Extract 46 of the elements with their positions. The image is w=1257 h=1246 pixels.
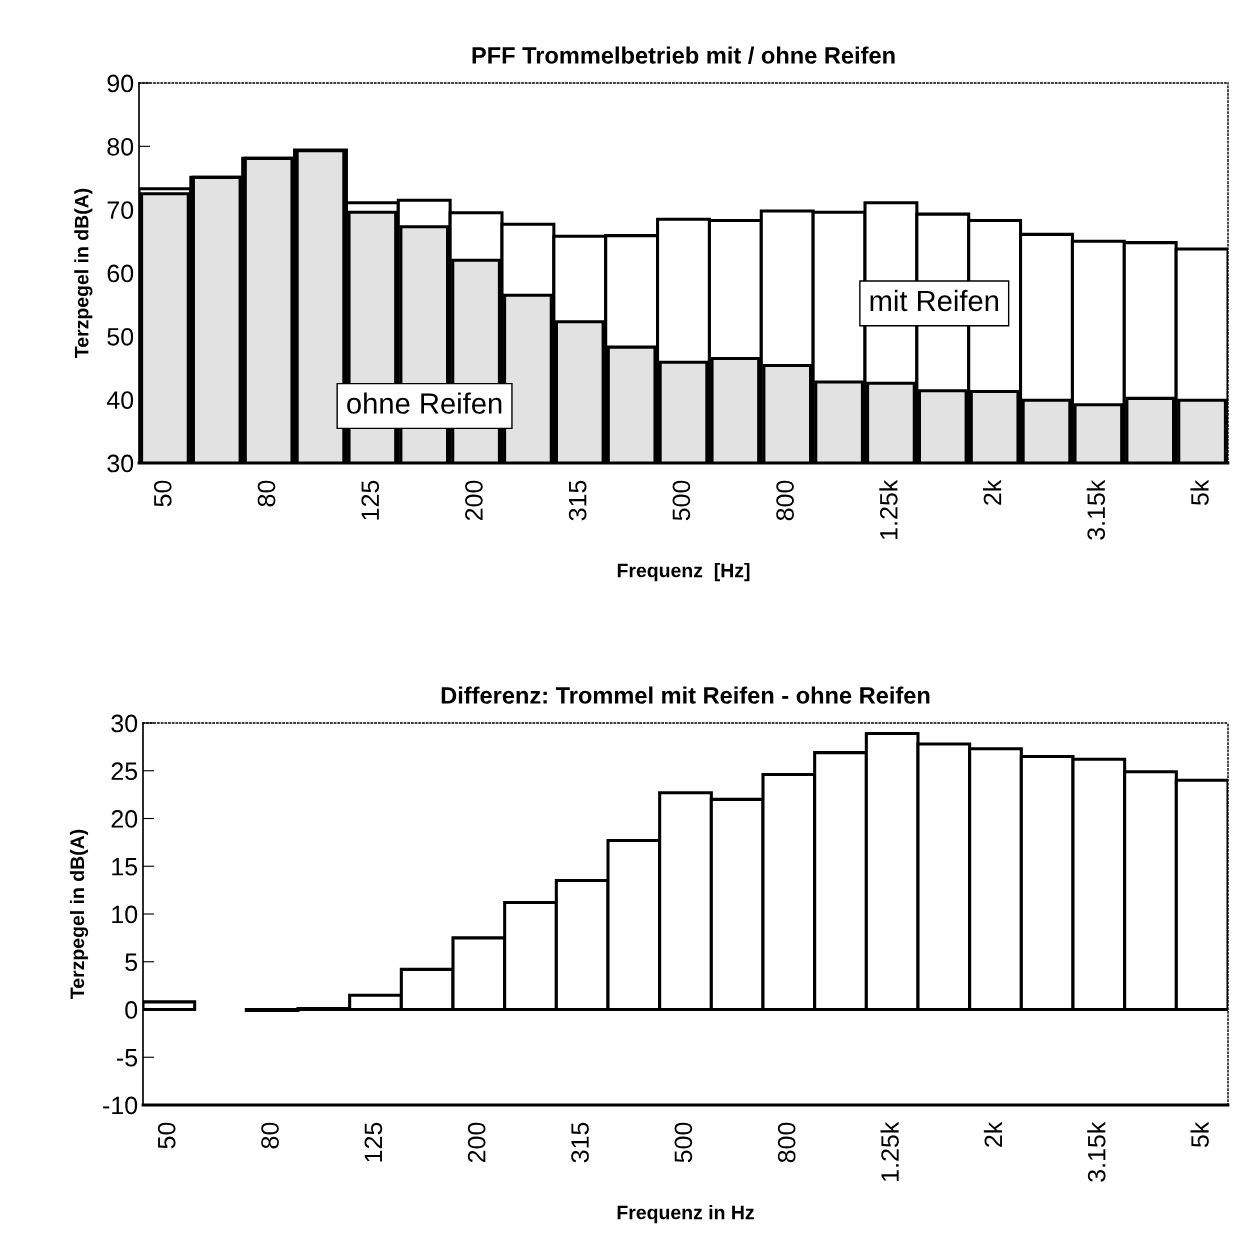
x-tick-label: 50	[153, 480, 172, 507]
y-axis-title: Terzpegel in dB(A)	[74, 188, 93, 358]
y-tick-label: -5	[117, 1049, 138, 1067]
y-tick-label: 80	[107, 137, 134, 156]
x-tick-label: 2k	[983, 1121, 1002, 1147]
x-tick-label: 200	[467, 1122, 486, 1163]
x-tick-label: 5k	[1190, 479, 1209, 506]
x-axis-title: Frequenz [Hz]	[617, 563, 750, 582]
x-tick-label: 315	[571, 1122, 589, 1163]
y-tick-label: 10	[112, 905, 138, 924]
y-tick-label: 60	[107, 264, 134, 283]
x-tick-label: 3.15k	[1086, 479, 1106, 540]
y-tick-label: 70	[107, 201, 134, 219]
x-tick-label: 800	[777, 1122, 796, 1163]
x-tick-label: 315	[568, 480, 587, 521]
chart-title: Differenz: Trommel mit Reifen - ohne Reifen	[441, 686, 930, 704]
y-tick-label: 0	[125, 1001, 138, 1019]
y-tick-label: 50	[107, 327, 134, 346]
x-tick-label: 800	[776, 480, 794, 521]
y-tick-label: -10	[103, 1096, 138, 1115]
x-tick-label: 500	[674, 1122, 693, 1163]
x-tick-label: 5k	[1190, 1121, 1209, 1148]
series-label: ohne Reifen	[347, 392, 502, 414]
x-axis-title: Frequenz in Hz	[617, 1205, 754, 1224]
y-tick-label: 25	[111, 762, 138, 781]
x-tick-label: 50	[157, 1122, 176, 1149]
x-tick-label: 125	[364, 1122, 383, 1162]
x-tick-label: 80	[257, 480, 276, 507]
x-tick-label: 80	[261, 1122, 279, 1149]
x-tick-label: 2k	[982, 479, 1002, 505]
y-tick-label: 30	[107, 454, 134, 473]
y-axis-title: Terzpegel in dB(A)	[69, 829, 89, 999]
y-tick-label: 15	[112, 858, 138, 876]
x-tick-label: 500	[672, 480, 691, 521]
y-tick-label: 20	[111, 810, 138, 828]
x-tick-label: 125	[361, 480, 380, 520]
y-tick-label: 90	[107, 74, 134, 93]
y-tick-label: 30	[111, 714, 138, 733]
chart-title: PFF Trommelbetrieb mit / ohne Reifen	[472, 46, 895, 65]
y-tick-label: 40	[106, 391, 134, 409]
x-tick-label: 1.25k	[880, 1121, 899, 1181]
x-tick-label: 200	[465, 480, 483, 521]
x-tick-label: 1.25k	[879, 479, 898, 539]
y-tick-label: 5	[125, 953, 138, 972]
series-label: mit Reifen	[870, 289, 999, 312]
x-tick-label: 3.15k	[1087, 1121, 1106, 1182]
